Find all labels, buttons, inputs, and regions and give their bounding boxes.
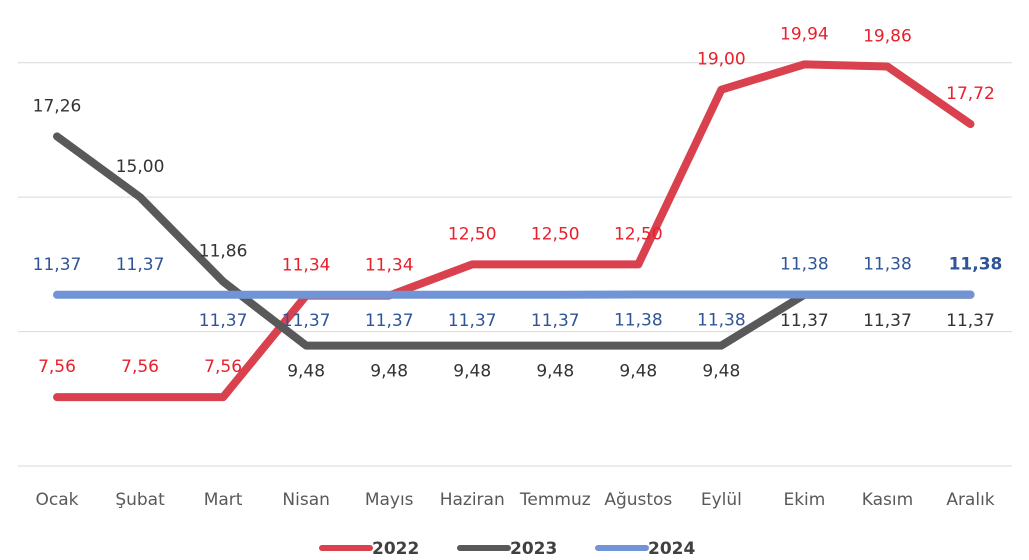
data-label: 9,48 (370, 362, 408, 382)
x-tick-label: Ocak (36, 490, 79, 510)
data-label: 11,38 (780, 254, 829, 274)
legend-label: 2023 (510, 539, 557, 559)
data-label: 11,37 (282, 311, 331, 331)
x-tick-label: Ekim (783, 490, 825, 510)
data-label: 7,56 (38, 357, 76, 377)
data-label: 11,37 (780, 311, 829, 331)
data-label: 11,38 (614, 310, 663, 330)
data-label: 19,94 (780, 24, 829, 44)
data-label: 9,48 (287, 362, 325, 382)
x-tick-label: Nisan (282, 490, 330, 510)
data-label: 11,37 (946, 311, 995, 331)
x-tick-label: Haziran (440, 490, 505, 510)
x-tick-label: Temmuz (519, 490, 591, 510)
data-label: 11,34 (282, 256, 331, 276)
x-tick-label: Mart (204, 490, 243, 510)
data-label: 9,48 (536, 362, 574, 382)
data-label: 9,48 (702, 362, 740, 382)
x-tick-label: Şubat (115, 490, 165, 510)
data-label: 11,37 (116, 255, 165, 275)
x-tick-label: Eylül (701, 490, 742, 510)
data-label: 11,34 (365, 256, 414, 276)
data-label: 11,86 (199, 242, 248, 262)
x-tick-label: Aralık (946, 490, 994, 510)
data-label: 7,56 (204, 357, 242, 377)
x-tick-label: Kasım (862, 490, 913, 510)
data-label: 11,37 (863, 311, 912, 331)
series-line (53, 132, 975, 350)
legend-label: 2024 (648, 539, 695, 559)
series-line (53, 60, 975, 402)
data-label: 17,72 (946, 84, 995, 104)
data-label: 11,38 (697, 310, 746, 330)
legend-label: 2022 (372, 539, 419, 559)
data-label: 17,26 (33, 96, 82, 116)
data-label: 11,37 (199, 311, 248, 331)
x-tick-label: Ağustos (604, 490, 672, 510)
data-label: 11,38 (863, 254, 912, 274)
data-label: 11,37 (365, 311, 414, 331)
data-label: 9,48 (619, 362, 657, 382)
data-label: 12,50 (448, 224, 497, 244)
data-label: 19,86 (863, 27, 912, 47)
data-label: 19,00 (697, 50, 746, 70)
data-label: 9,48 (453, 362, 491, 382)
data-label: 11,37 (33, 255, 82, 275)
data-label: 12,50 (531, 224, 580, 244)
data-label: 7,56 (121, 357, 159, 377)
x-tick-label: Mayıs (365, 490, 414, 510)
data-label: 11,38 (949, 254, 1003, 274)
data-label: 15,00 (116, 157, 165, 177)
data-label: 11,37 (448, 311, 497, 331)
data-label: 11,37 (531, 311, 580, 331)
data-label: 12,50 (614, 224, 663, 244)
